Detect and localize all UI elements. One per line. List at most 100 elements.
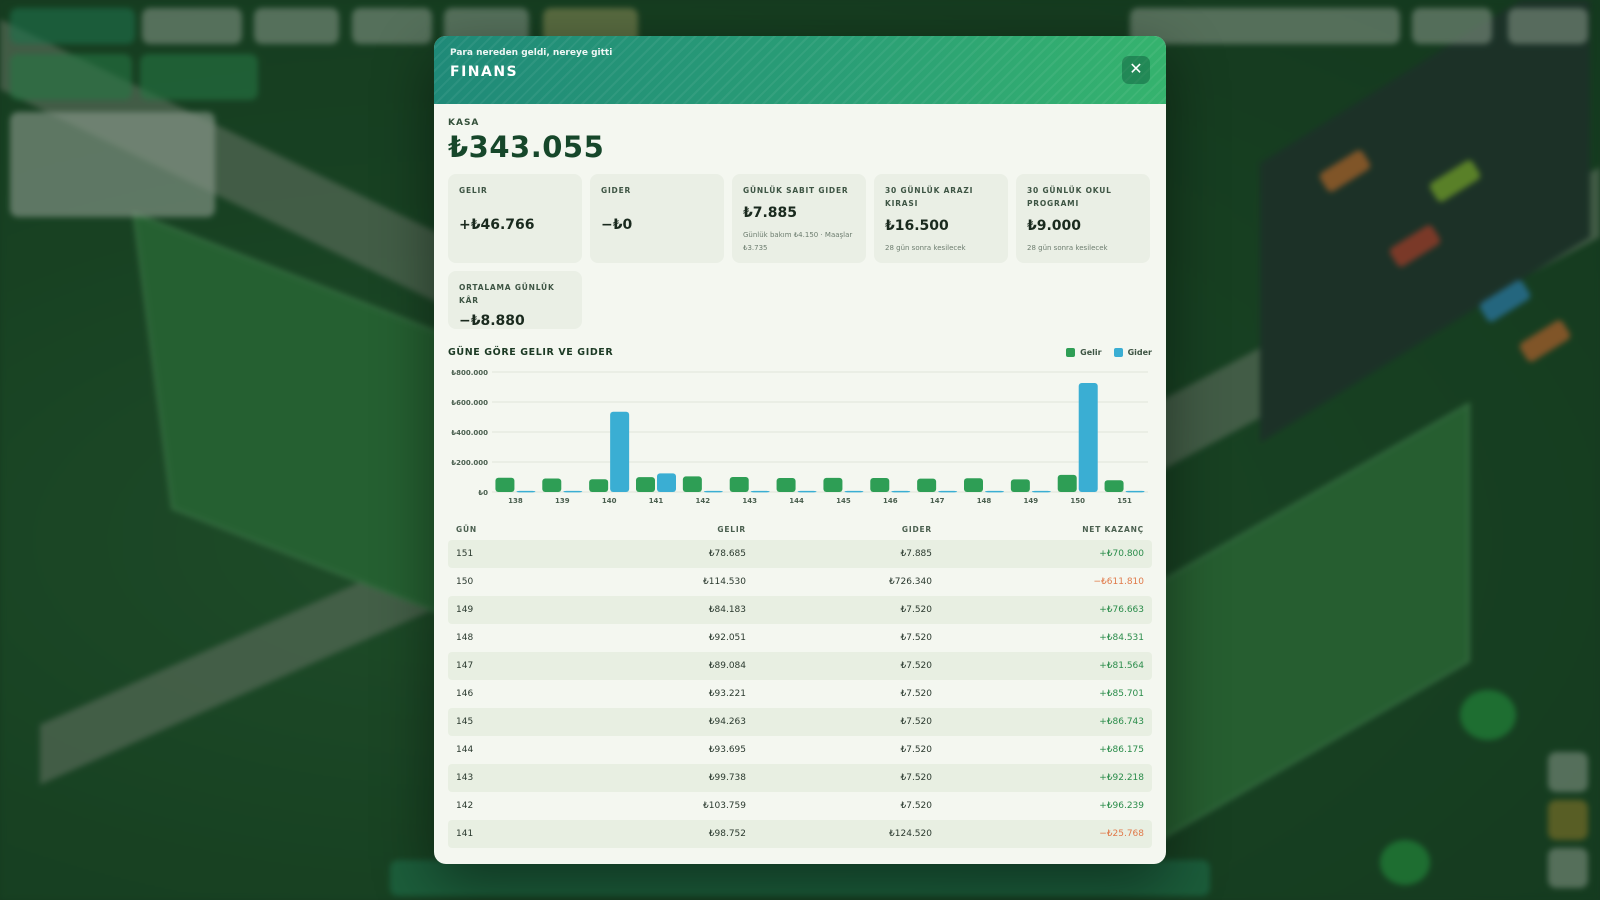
card-label: GÜNLÜK SABIT GIDER [743,186,849,195]
table-row: 150 ₺114.530 ₺726.340 −₺611.810 [448,568,1152,596]
legend-item-gider: Gider [1113,348,1152,357]
bar-gider [985,490,1004,493]
cell-net: +₺86.175 [1099,745,1144,755]
x-tick-label: 140 [602,497,617,505]
close-icon: ✕ [1129,61,1143,78]
legend-label-gider: Gider [1127,348,1152,357]
legend-label-gelir: Gelir [1080,348,1102,357]
modal-body: KASA ₺343.055 GELIR +₺46.766 GIDER −₺0 G… [434,104,1166,848]
bar-gelir [495,477,515,492]
x-tick-label: 149 [1024,497,1039,505]
header-net: NET KAZANÇ [1082,524,1144,534]
close-button[interactable]: ✕ [1122,56,1150,84]
expense-card: GIDER −₺0 [590,174,724,263]
table-row: 148 ₺92.051 ₺7.520 +₺84.531 [448,624,1152,652]
bar-gider [1125,490,1145,493]
cell-net: +₺85.701 [1099,689,1144,699]
cell-net: +₺96.239 [1099,801,1144,811]
tree [1380,840,1430,885]
hud-chip [1130,8,1400,44]
avg-daily-profit-card: ORTALAMA GÜNLÜK KÂR −₺8.880 [448,271,582,329]
bar-gider [516,490,536,493]
cell-day: 143 [456,773,474,783]
table-header: GÜN GELIR GIDER NET KAZANÇ [448,518,1152,540]
hud-chip [390,860,1210,896]
x-tick-label: 138 [508,497,523,505]
cell-gider: ₺726.340 [889,577,932,587]
bar-gelir [589,479,609,492]
cell-gider: ₺7.520 [900,661,933,671]
hud-chip [254,8,339,44]
table-row: 149 ₺84.183 ₺7.520 +₺76.663 [448,596,1152,624]
table-row: 151 ₺78.685 ₺7.885 +₺70.800 [448,540,1152,568]
y-tick-label: ₺800.000 [451,369,488,377]
bar-gelir [682,476,702,492]
x-tick-label: 139 [555,497,570,505]
bar-gelir [870,478,890,492]
card-value: −₺8.880 [459,313,525,329]
x-tick-label: 146 [883,497,898,505]
bar-gelir [964,478,983,492]
income-expense-chart: ₺800.000 ₺600.000 ₺400.000 ₺200.000 ₺0 138 139… [451,369,1148,505]
modal-header: Para nereden geldi, nereye gitti FINANS … [434,36,1166,104]
table-row: 147 ₺89.084 ₺7.520 +₺81.564 [448,652,1152,680]
school-program-card: 30 GÜNLÜK OKUL PROGRAMI ₺9.000 28 gün so… [1016,174,1150,263]
finance-modal: Para nereden geldi, nereye gitti FINANS … [434,36,1166,864]
hud-chip [1548,848,1588,888]
cell-gelir: ₺103.759 [703,801,746,811]
cell-day: 151 [456,549,474,559]
cell-gider: ₺7.520 [900,745,933,755]
hud-chip [352,8,432,44]
x-tick-label: 145 [836,497,851,505]
bar-gider [1031,490,1051,493]
daily-fixed-expense-card: GÜNLÜK SABIT GIDER ₺7.885 Günlük bakım ₺… [732,174,866,263]
bar-gelir [1104,480,1124,492]
header-day: GÜN [456,524,477,534]
cell-net: +₺76.663 [1099,605,1144,615]
cell-day: 142 [456,801,474,811]
x-tick-label: 141 [649,497,664,505]
modal-subtitle: Para nereden geldi, nereye gitti [450,48,613,58]
y-tick-label: ₺600.000 [451,399,488,407]
cell-net: +₺81.564 [1099,661,1144,671]
legend-item-gelir: Gelir [1066,348,1102,357]
cell-day: 147 [456,661,474,671]
stat-cards: GELIR +₺46.766 GIDER −₺0 GÜNLÜK SABIT GI… [448,174,1152,329]
card-note: 28 gün sonra kesilecek [1027,244,1108,252]
cell-gider: ₺124.520 [889,829,932,839]
table-row: 146 ₺93.221 ₺7.520 +₺85.701 [448,680,1152,708]
bar-gelir [1057,474,1077,492]
cell-gider: ₺7.520 [900,633,933,643]
cell-day: 141 [456,829,474,839]
header-gelir: GELIR [717,524,746,534]
cell-day: 148 [456,633,474,643]
y-tick-label: ₺400.000 [451,429,488,437]
chart-legend: Gelir Gider [1066,348,1152,357]
modal-title: FINANS [450,64,519,80]
bar-gider [891,490,911,493]
chart-container: ₺800.000 ₺600.000 ₺400.000 ₺200.000 ₺0 138 139… [448,366,1152,506]
bar-gelir [776,477,796,492]
card-value: −₺0 [601,217,633,233]
x-tick-label: 148 [977,497,992,505]
legend-swatch-gider [1113,348,1123,357]
card-note: Günlük bakım ₺4.150 · Maaşlar ₺3.735 [743,231,853,252]
bar-gelir [917,478,937,492]
chart-header: GÜNE GÖRE GELIR VE GIDER Gelir Gider [448,347,1152,358]
y-tick-label: ₺0 [478,489,488,497]
cell-net: +₺86.743 [1099,717,1144,727]
table-row: 141 ₺98.752 ₺124.520 −₺25.768 [448,820,1152,848]
legend-swatch-gelir [1066,348,1076,357]
bar-gider [750,490,770,493]
daily-finance-table: GÜN GELIR GIDER NET KAZANÇ 151 ₺78.685 ₺7.… [448,518,1152,848]
cash-label: KASA [448,118,480,128]
cell-net: +₺92.218 [1099,773,1144,783]
table-row: 142 ₺103.759 ₺7.520 +₺96.239 [448,792,1152,820]
cell-gider: ₺7.520 [900,689,933,699]
cell-gelir: ₺98.752 [708,829,746,839]
bar-gelir [1010,479,1030,492]
cash-value: ₺343.055 [448,130,605,164]
table-body: 151 ₺78.685 ₺7.885 +₺70.800 150 ₺114.530 ₺726… [448,540,1152,848]
table-row: 145 ₺94.263 ₺7.520 +₺86.743 [448,708,1152,736]
cell-gider: ₺7.520 [900,605,933,615]
